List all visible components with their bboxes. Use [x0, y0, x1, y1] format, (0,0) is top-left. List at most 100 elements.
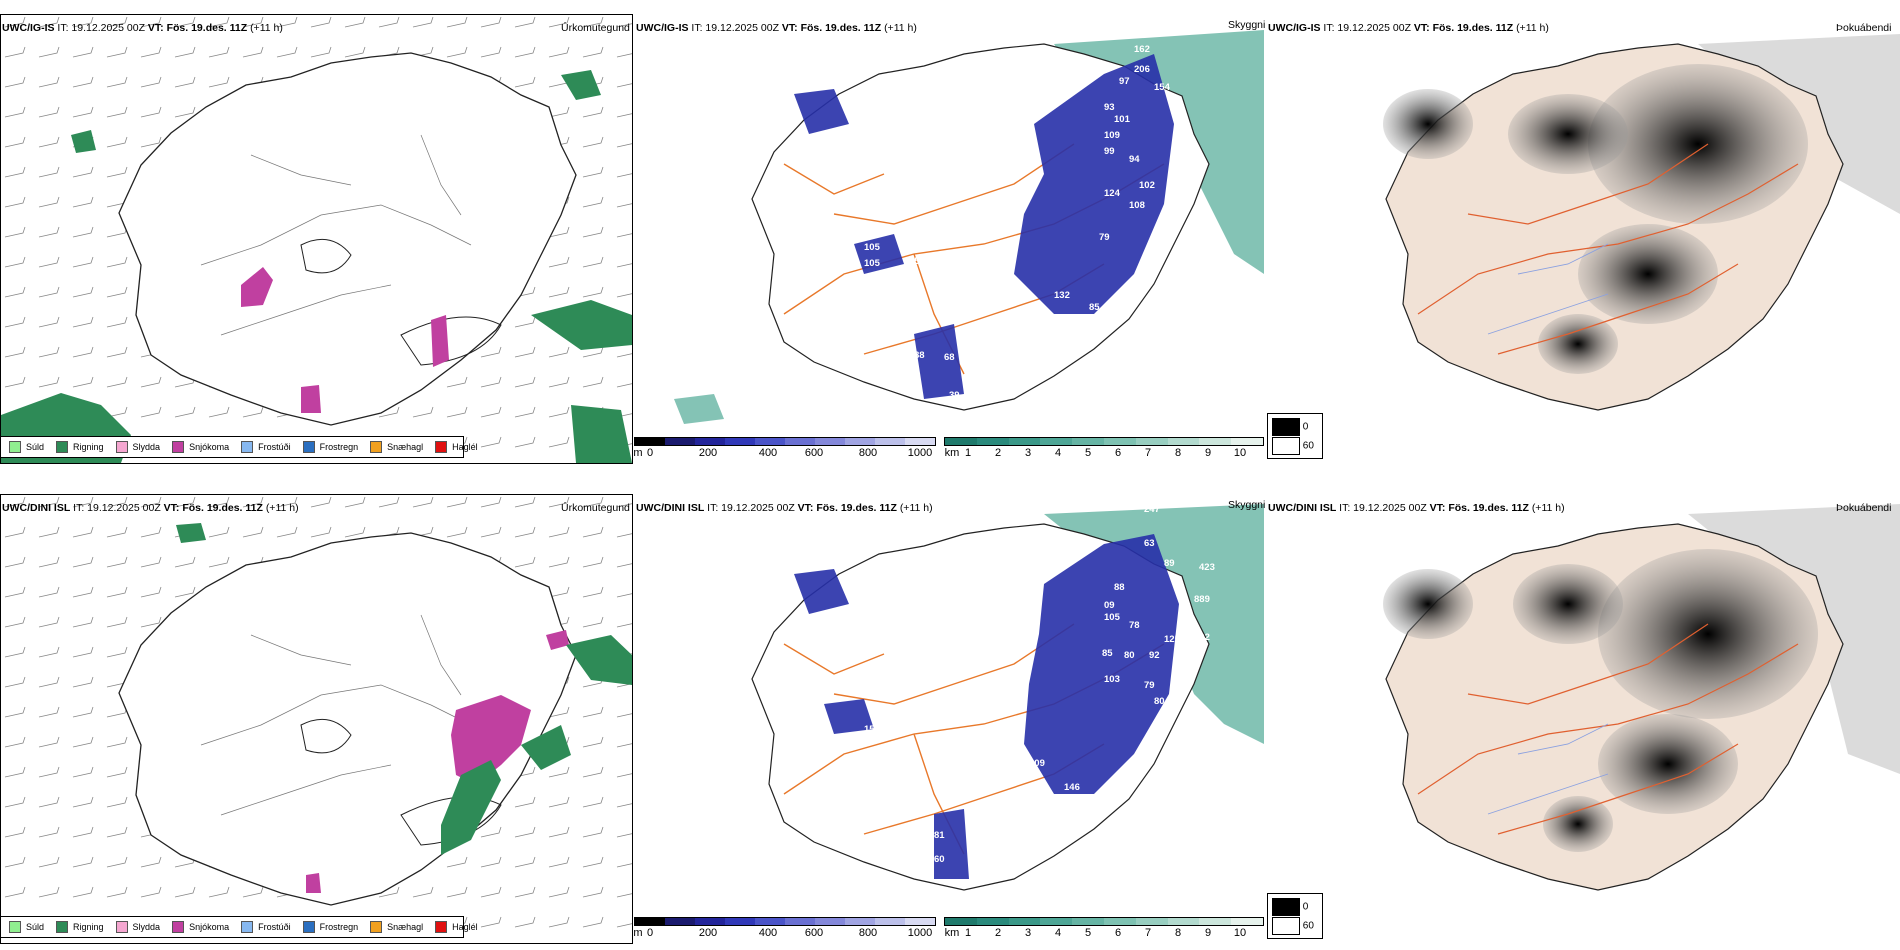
- legend-swatch: [370, 921, 383, 933]
- ceiling-tick: 200: [698, 927, 718, 939]
- visibility-area: [674, 30, 1264, 424]
- precip-title: UWC/DINI ISL IT: 19.12.2025 00Z VT: Fös.…: [2, 502, 299, 514]
- legend-item: Rigning: [56, 921, 104, 933]
- colorbar-step: [1072, 438, 1104, 445]
- ceiling-value: 64: [914, 608, 925, 619]
- ceiling-value: 81: [934, 830, 945, 841]
- row-2: UWC/DINI ISL IT: 19.12.2025 00Z VT: Fös.…: [0, 480, 1900, 950]
- model-name: UWC/DINI ISL: [1268, 502, 1337, 514]
- colorbar-step: [785, 918, 815, 925]
- valid-label: VT:: [163, 502, 180, 514]
- ceiling-tick: 0: [646, 447, 654, 459]
- legend-item: Frostúði: [241, 921, 291, 933]
- legend-label: Súld: [26, 922, 45, 932]
- legend-swatch: [9, 921, 21, 933]
- legend-swatch: [302, 441, 315, 453]
- fog-legend-value: 60: [1302, 440, 1314, 452]
- ceiling-value: 132: [1054, 290, 1070, 301]
- init-time: IT: 19.12.2025 00Z: [57, 22, 145, 34]
- ceiling-value: 85: [1102, 648, 1113, 659]
- road-network: [1417, 623, 1799, 835]
- colorbar-step: [725, 438, 755, 445]
- colorbar-step: [976, 918, 1009, 925]
- colorbar-step: [1040, 918, 1073, 925]
- ceiling-ticks: m 0 200 400 600 800 1000: [633, 926, 936, 940]
- colorbar-step: [635, 438, 665, 445]
- legend-label: Snjókoma: [189, 922, 230, 932]
- ceiling-tick: 800: [858, 927, 878, 939]
- ceiling-value: 82: [1072, 812, 1083, 823]
- precip-panel-label: Úrkomutegund: [561, 22, 630, 34]
- cloud-title: UWC/IG-IS IT: 19.12.2025 00Z VT: Fös. 19…: [636, 22, 917, 34]
- colorbar-step: [945, 918, 977, 925]
- visibility-ticks: km 1 2 3 4 5 6 7 8 9 10: [944, 926, 1264, 940]
- visibility-tick: 5: [1084, 447, 1092, 459]
- fog-panel-label: Þokuábendi: [1836, 502, 1892, 514]
- visibility-tick: 1: [964, 927, 972, 939]
- road-network: [783, 623, 1165, 855]
- legend-swatch: [56, 921, 69, 933]
- lead-time: (+11 h): [884, 22, 917, 34]
- lead-time: (+11 h): [1516, 22, 1549, 34]
- river-network: [1487, 243, 1609, 335]
- visibility-tick: 5: [1084, 927, 1092, 939]
- legend-swatch: [172, 441, 185, 453]
- fog-swatch: [1272, 898, 1300, 916]
- ceiling-value: 105: [1104, 612, 1121, 623]
- ceiling-value: 85: [1089, 302, 1100, 313]
- legend-label: Frostregn: [319, 442, 359, 452]
- ceiling-value: 124: [1104, 188, 1121, 199]
- colorbar-step: [1072, 918, 1104, 925]
- ceiling-value: 79: [1099, 232, 1110, 243]
- lead-time: (+11 h): [899, 502, 933, 514]
- ceiling-value: 71: [1054, 58, 1065, 69]
- fog-legend-low: 60: [1272, 917, 1318, 935]
- ceiling-value: 108: [1129, 200, 1145, 211]
- ceiling-value: 154: [1154, 82, 1171, 93]
- legend-label: Frostregn: [319, 922, 359, 932]
- ceiling-value: 99: [1104, 146, 1115, 157]
- colorbar-step: [725, 918, 755, 925]
- ceiling-tick: 400: [758, 447, 778, 459]
- legend-label: Snæhagl: [387, 922, 424, 932]
- colorbar-step: [1008, 438, 1041, 445]
- init-time: IT: 19.12.2025 00Z: [1339, 502, 1427, 514]
- fog-legend-value: 0: [1302, 421, 1309, 433]
- ceiling-value: 39: [949, 390, 960, 401]
- visibility-tick: 6: [1114, 927, 1122, 939]
- valid-time: Fös. 19.des. 11Z: [166, 22, 248, 34]
- colorbar-step: [665, 438, 695, 445]
- visibility-colorbar: km 1 2 3 4 5 6 7 8 9 10: [944, 917, 1264, 940]
- colorbar-step: [815, 918, 845, 925]
- ceiling-value: 63: [1144, 538, 1155, 549]
- visibility-tick: 3: [1024, 447, 1032, 459]
- ceiling-tick: 600: [804, 927, 824, 939]
- precip-map-frame: [0, 14, 633, 464]
- init-time: IT: 19.12.2025 00Z: [707, 502, 795, 514]
- visibility-tick: 2: [994, 927, 1002, 939]
- ceiling-ticks: m 0 200 400 600 800 1000: [633, 446, 936, 460]
- legend-swatch: [370, 441, 383, 453]
- ceiling-value: 146: [1064, 782, 1080, 793]
- cloud-map-frame: 188 162 206 154 97 93 101 109 99 94 102 124 108 67 79 1…: [634, 14, 1264, 434]
- ceiling-value: 889: [1194, 594, 1210, 605]
- fog-title: UWC/DINI ISL IT: 19.12.2025 00Z VT: Fös.…: [1268, 502, 1565, 514]
- visibility-unit: km: [944, 927, 960, 939]
- ceiling-value: 105: [864, 258, 881, 269]
- colorbar-step: [695, 438, 725, 445]
- snow-area: [241, 267, 449, 413]
- fog-map: [1383, 34, 1900, 411]
- legend-label: Slydda: [132, 442, 161, 452]
- colorbar-step: [976, 438, 1009, 445]
- ceiling-value: 79: [1144, 680, 1155, 691]
- colorbar-step: [1135, 918, 1168, 925]
- ceiling-value: 102: [1194, 632, 1210, 643]
- colorbar-step: [945, 438, 977, 445]
- lead-time: (+11 h): [250, 22, 283, 34]
- ceiling-value: 247: [1144, 504, 1160, 515]
- fog-legend: 0 60: [1267, 893, 1323, 939]
- ceiling-value: 83: [844, 278, 855, 289]
- valid-label: VT:: [1429, 502, 1446, 514]
- legend-label: Slydda: [132, 922, 161, 932]
